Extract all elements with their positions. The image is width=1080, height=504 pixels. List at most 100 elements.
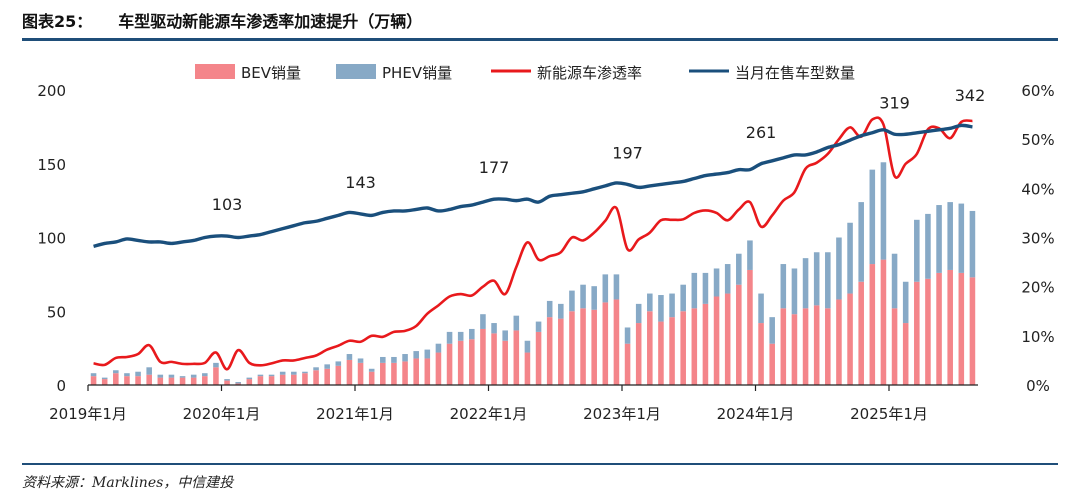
bar-phev [268,374,275,377]
bar-bev [179,377,186,385]
bar-phev [291,371,297,375]
y-left-tick-label: 100 [37,230,66,248]
bar-phev [124,373,130,377]
bar-phev [869,169,876,265]
bar-phev [101,377,108,380]
bar-phev [758,293,764,324]
legend-swatch-phev [336,64,376,79]
bar-phev [424,349,431,359]
bar-phev [357,358,364,363]
bar-phev [135,371,141,377]
bar-bev [869,264,876,385]
figure-title: 车型驱动新能源车渗透率加速提升（万辆） [118,12,423,31]
bar-bev [891,308,898,385]
bar-bev [157,377,164,385]
bar-phev [446,331,453,344]
bar-bev [669,317,675,385]
bar-bev [202,376,208,385]
bar-bev [391,362,397,385]
bar-phev [780,264,787,309]
legend-label-bev: BEV销量 [241,64,301,82]
bar-bev [279,374,286,385]
bar-phev [502,330,508,341]
bottom-divider [22,463,1058,465]
y-left-tick-label: 50 [47,303,66,321]
bar-bev [446,343,453,385]
legend: BEV销量 PHEV销量 新能源车渗透率 当月在售车型数量 [195,64,855,82]
bar-bev [569,311,575,385]
y-right-tick-label: 50% [1021,131,1054,149]
bar-bev [802,308,809,385]
figure-title-block: 图表25： 车型驱动新能源车渗透率加速提升（万辆） [22,8,422,32]
x-tick-label: 2022年1月 [450,405,528,423]
bar-bev [969,277,976,385]
bar-bev [635,323,642,385]
y-right-tick-label: 40% [1021,180,1054,198]
bar-bev [224,380,230,385]
bar-bev [769,343,775,385]
bar-phev [569,290,575,312]
bar-phev [613,274,620,300]
bar-bev [580,308,586,385]
bar-phev [413,351,419,359]
bar-bev [658,321,664,385]
bar-phev [624,327,631,344]
bar-phev [658,295,664,322]
bar-bev [724,293,731,385]
legend-label-penetration: 新能源车渗透率 [537,64,642,82]
bar-series [90,162,976,385]
bar-bev [513,330,520,385]
data-label-models: 197 [612,143,643,162]
bar-phev [858,202,864,282]
bar-phev [891,253,898,309]
bar-bev [335,365,342,385]
bar-bev [958,272,965,385]
bar-bev [235,383,241,385]
bar-phev [435,343,442,353]
bar-bev [791,314,798,385]
bar-phev [480,314,486,329]
bar-bev [413,358,419,385]
bar-phev [90,373,97,377]
bar-phev [925,213,931,279]
legend-label-models: 当月在售车型数量 [735,64,855,82]
bar-phev [313,367,319,371]
x-tick-label: 2023年1月 [583,405,661,423]
bar-bev [135,376,141,385]
bar-bev [858,281,864,385]
bar-phev [825,252,831,309]
bar-bev [101,379,108,385]
bar-bev [291,374,297,385]
bar-phev [813,252,820,306]
bar-bev [813,305,820,385]
data-label-models: 342 [955,86,986,105]
bar-phev [324,364,330,369]
annotations: 103 143 177 197 261 319 342 [212,86,985,214]
bar-bev [736,284,742,385]
bar-bev [124,376,130,385]
bar-bev [457,340,464,385]
legend-label-phev: PHEV销量 [382,64,452,82]
bar-phev [713,268,720,297]
bar-phev [802,258,809,309]
bar-phev [914,219,920,282]
bar-phev [591,286,597,310]
bar-phev [179,376,186,378]
bar-phev [113,370,119,374]
bar-bev [902,323,909,385]
bar-phev [902,281,909,324]
bar-bev [702,303,709,385]
bar-bev [747,269,753,385]
bar-bev [168,377,175,385]
chart: BEV销量 PHEV销量 新能源车渗透率 当月在售车型数量 0 50 100 150 2… [37,64,1055,423]
bar-phev [724,264,731,294]
bar-phev [669,293,675,318]
bar-bev [847,293,853,385]
bar-phev [469,328,475,340]
bar-bev [535,331,542,385]
y-right-tick-label: 0% [1026,377,1050,395]
bar-phev [836,237,842,300]
y-right-tick-label: 20% [1021,279,1054,297]
bar-phev [558,303,564,319]
bar-bev [836,299,842,385]
